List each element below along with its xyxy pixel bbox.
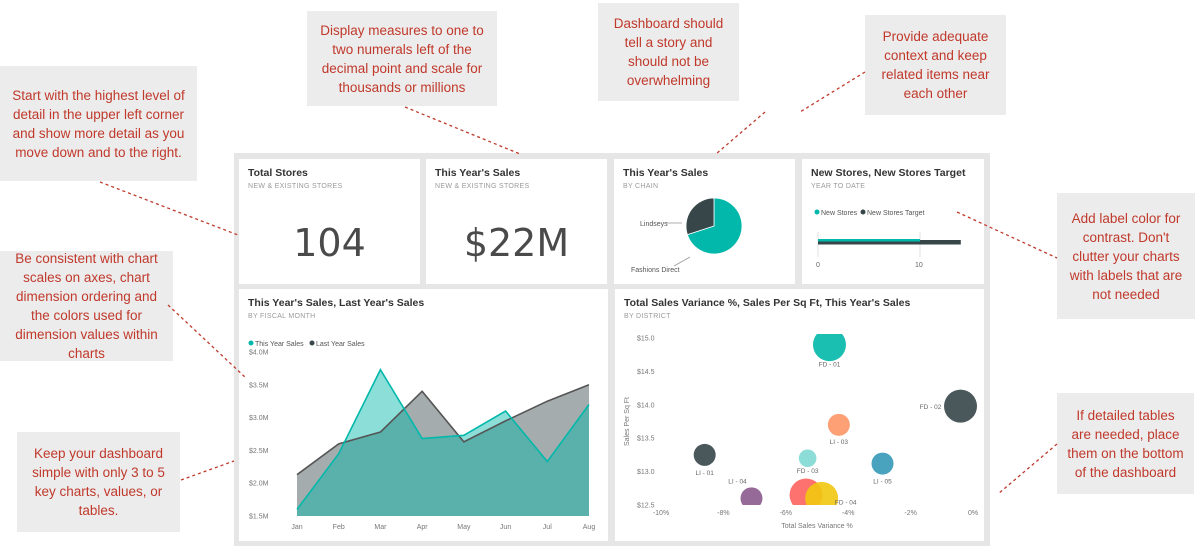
tile-sales-by-chain[interactable]: This Year's Sales BY CHAIN Lindseys Fash…	[614, 159, 795, 284]
tile-subtitle: YEAR TO DATE	[811, 183, 866, 190]
tile-title: Total Sales Variance %, Sales Per Sq Ft,…	[624, 297, 911, 309]
y-tick-label: $3.5M	[249, 382, 269, 389]
scatter-point-li-04	[740, 487, 763, 505]
kpi-value: $22M	[463, 221, 570, 265]
legend-this-year-sales: This Year Sales	[255, 341, 304, 348]
note-simple: Keep your dashboard simple with only 3 t…	[17, 432, 180, 532]
note-detailed-tables: If detailed tables are needed, place the…	[1057, 393, 1194, 494]
tile-subtitle: NEW & EXISTING STORES	[435, 183, 530, 190]
line-this-year-sales	[296, 368, 590, 510]
y-tick-label: $12.5	[637, 503, 655, 510]
bar-tick-0: 0	[816, 262, 820, 269]
y-tick-label: $14.0	[637, 402, 655, 409]
tile-title: This Year's Sales	[623, 167, 709, 179]
area-last-year-sales	[297, 384, 589, 516]
scatter-point-fd-02	[944, 389, 978, 423]
scatter-label: FD - 01	[819, 362, 841, 369]
note-story: Dashboard should tell a story and should…	[598, 3, 739, 101]
y-axis-title: Sales Per Sq Ft	[624, 397, 631, 446]
kpi-value: 104	[293, 221, 366, 265]
x-tick-label: Jun	[500, 524, 511, 531]
legend-new-stores-target: New Stores Target	[867, 210, 925, 217]
y-tick-label: $14.5	[637, 369, 655, 376]
area-this-year-sales	[297, 369, 589, 516]
note-detail-level: Start with the highest level of detail i…	[0, 66, 197, 181]
scatter-point-fd-03	[798, 449, 817, 468]
bar-new-stores	[818, 239, 920, 242]
x-tick-label: Jul	[543, 524, 552, 531]
scatter-point-li-03	[827, 413, 850, 436]
scatter-label: FD - 04	[835, 499, 857, 506]
legend-last-year-sales: Last Year Sales	[316, 341, 365, 348]
y-tick-label: $13.0	[637, 469, 655, 476]
x-tick-label: -8%	[717, 510, 729, 517]
x-tick-label: Aug	[583, 524, 596, 531]
pie-label-lindseys: Lindseys	[640, 221, 668, 228]
x-tick-label: -4%	[842, 510, 854, 517]
y-tick-label: $1.5M	[249, 514, 269, 521]
tile-title: This Year's Sales	[435, 167, 521, 179]
pie-slice-lindseys	[685, 197, 715, 236]
legend-new-stores: New Stores	[821, 210, 858, 217]
legend-dot-this-year	[248, 340, 254, 346]
scatter-label: LI - 05	[873, 479, 892, 486]
y-tick-label: $2.0M	[249, 481, 269, 488]
x-tick-label: -6%	[780, 510, 792, 517]
scatter-label: FD - 02	[920, 404, 942, 411]
x-axis-title: Total Sales Variance %	[781, 523, 852, 530]
dashboard-canvas: Total Stores NEW & EXISTING STORES 104 T…	[234, 153, 990, 546]
tile-this-year-sales[interactable]: This Year's Sales NEW & EXISTING STORES …	[426, 159, 607, 284]
scatter-point-fd-04	[805, 481, 839, 505]
tile-subtitle: BY DISTRICT	[624, 313, 671, 320]
scatter-label: LI - 04	[728, 478, 747, 485]
scatter-point-fd-01	[812, 334, 846, 362]
y-tick-label: $3.0M	[249, 415, 269, 422]
y-tick-label: $2.5M	[249, 448, 269, 455]
tile-new-stores[interactable]: New Stores, New Stores Target YEAR TO DA…	[802, 159, 984, 284]
x-tick-label: 0%	[968, 510, 978, 517]
scatter-points	[693, 334, 978, 505]
x-tick-label: Jan	[291, 524, 302, 531]
tile-title: New Stores, New Stores Target	[811, 167, 966, 179]
tile-subtitle: BY FISCAL MONTH	[248, 313, 316, 320]
x-tick-label: Apr	[417, 524, 429, 531]
note-measures: Display measures to one to two numerals …	[307, 11, 497, 106]
tile-total-stores[interactable]: Total Stores NEW & EXISTING STORES 104	[239, 159, 420, 284]
pie-chart: Lindseys Fashions Direct	[631, 197, 743, 274]
tile-sales-by-month[interactable]: This Year's Sales, Last Year's Sales BY …	[239, 289, 608, 541]
bar-tick-10: 10	[915, 262, 923, 269]
scatter-point-li-01	[693, 443, 716, 466]
y-tick-label: $4.0M	[249, 350, 269, 357]
y-tick-label: $13.5	[637, 436, 655, 443]
line-last-year-sales	[296, 384, 590, 476]
legend-dot-new-stores	[814, 209, 820, 215]
tile-subtitle: NEW & EXISTING STORES	[248, 183, 343, 190]
x-tick-label: -10%	[653, 510, 669, 517]
tile-subtitle: BY CHAIN	[623, 183, 659, 190]
scatter-label: LI - 03	[830, 439, 849, 446]
x-tick-label: Feb	[333, 524, 345, 531]
scatter-label: FD - 03	[797, 468, 819, 475]
note-context: Provide adequate context and keep relate…	[865, 15, 1006, 115]
x-tick-label: May	[457, 524, 471, 531]
x-tick-label: Mar	[374, 524, 387, 531]
x-tick-label: -2%	[904, 510, 916, 517]
area-chart: This Year Sales Last Year Sales $4.0M $3.5M…	[248, 340, 596, 531]
pie-slice-fashions-direct	[686, 197, 743, 255]
pie-label-fashions-direct: Fashions Direct	[631, 267, 680, 274]
tile-title: This Year's Sales, Last Year's Sales	[248, 297, 425, 309]
scatter-label: LI - 01	[695, 470, 714, 477]
tile-sales-variance[interactable]: Total Sales Variance %, Sales Per Sq Ft,…	[615, 289, 984, 541]
legend-dot-new-stores-target	[860, 209, 866, 215]
note-consistent: Be consistent with chart scales on axes,…	[0, 251, 173, 361]
scatter-chart: $15.0 $14.5 $14.0 $13.5 $13.0 $12.5-10% -8% -6%…	[624, 334, 978, 530]
new-stores-bar-chart: New Stores New Stores Target 0 10	[814, 209, 961, 269]
y-tick-label: $15.0	[637, 336, 655, 343]
tile-title: Total Stores	[248, 167, 308, 179]
legend-dot-last-year	[309, 340, 315, 346]
bar-new-stores-target	[818, 240, 961, 245]
note-label-color: Add label color for contrast. Don't clut…	[1057, 193, 1195, 319]
scatter-point-li-05	[871, 452, 894, 475]
